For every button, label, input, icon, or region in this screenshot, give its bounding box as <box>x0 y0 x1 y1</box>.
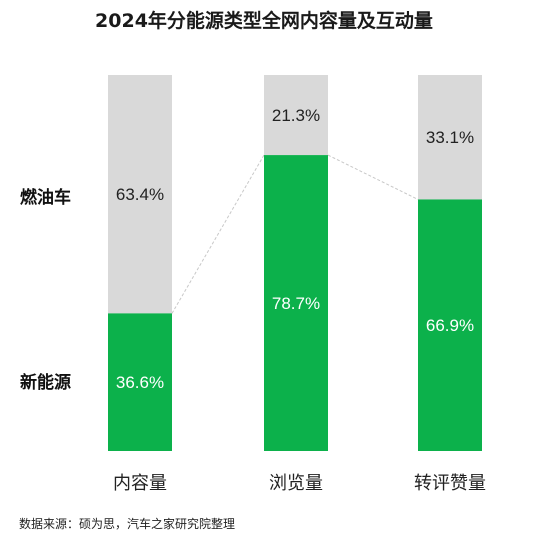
category-labels-group: 内容量 浏览量 转评赞量 <box>113 473 486 494</box>
category-label-engagement: 转评赞量 <box>414 473 486 494</box>
bar-nev-engagement <box>418 199 482 451</box>
bar-nev-views <box>264 155 328 451</box>
category-label-content: 内容量 <box>113 473 167 494</box>
bar-fuel-engagement <box>418 75 482 200</box>
chart-title: 2024年分能源类型全网内容量及互动量 <box>95 9 433 32</box>
value-label-nev-engagement: 66.9% <box>426 316 474 335</box>
bar-fuel-content <box>108 75 172 314</box>
value-label-fuel-views: 21.3% <box>272 106 320 125</box>
bar-fuel-views <box>264 75 328 156</box>
bars-group <box>108 75 482 451</box>
value-label-nev-views: 78.7% <box>272 294 320 313</box>
category-label-views: 浏览量 <box>269 473 323 494</box>
series-label-fuel: 燃油车 <box>20 187 71 208</box>
value-label-nev-content: 36.6% <box>116 373 164 392</box>
bar-nev-content <box>108 313 172 451</box>
value-label-fuel-content: 63.4% <box>116 185 164 204</box>
value-label-fuel-engagement: 33.1% <box>426 128 474 147</box>
value-labels-group: 63.4% 36.6% 21.3% 78.7% 33.1% 66.9% <box>116 106 474 392</box>
series-label-nev: 新能源 <box>20 372 71 393</box>
connector-line-2 <box>327 154 419 200</box>
source-note: 数据来源：硕为思，汽车之家研究院整理 <box>19 516 235 531</box>
connector-lines <box>171 154 419 314</box>
connector-line-1 <box>171 154 265 314</box>
